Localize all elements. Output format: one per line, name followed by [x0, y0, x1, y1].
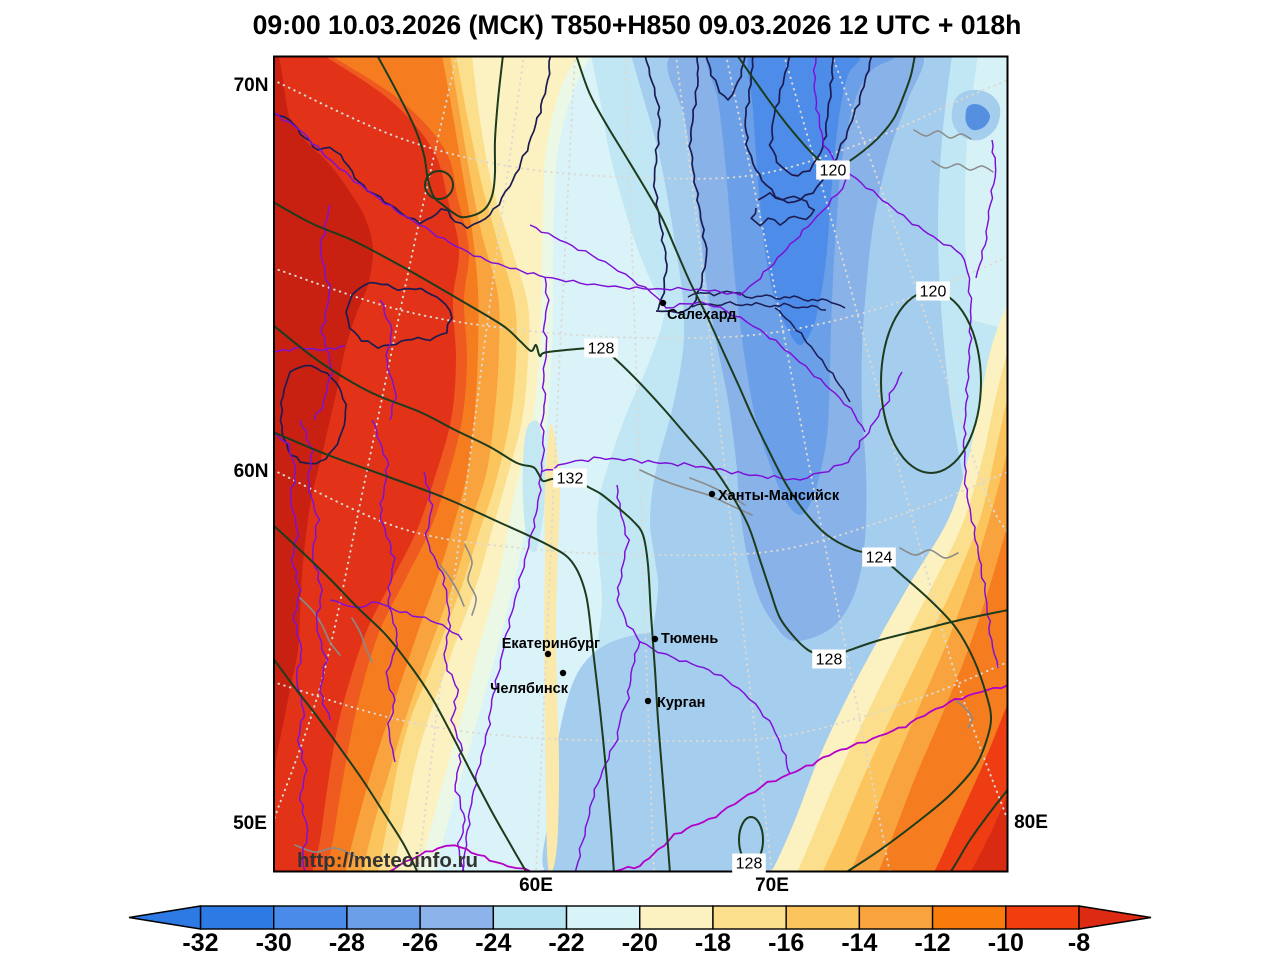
svg-text:Тюмень: Тюмень	[661, 631, 718, 647]
svg-text:132: 132	[557, 471, 584, 488]
svg-text:09:00 10.03.2026 (МСК) T850+H8: 09:00 10.03.2026 (МСК) T850+H850 09.03.2…	[253, 10, 1022, 40]
svg-text:Ханты-Мансийск: Ханты-Мансийск	[718, 488, 840, 504]
svg-text:Салехард: Салехард	[667, 307, 736, 323]
svg-text:-10: -10	[988, 929, 1024, 957]
svg-text:-30: -30	[256, 929, 292, 957]
svg-text:-8: -8	[1068, 929, 1090, 957]
svg-text:120: 120	[920, 284, 947, 301]
svg-text:128: 128	[816, 652, 843, 669]
svg-text:-24: -24	[475, 929, 511, 957]
svg-text:-32: -32	[182, 929, 218, 957]
svg-text:70N: 70N	[234, 75, 269, 96]
svg-text:-14: -14	[841, 929, 877, 957]
svg-text:-12: -12	[915, 929, 951, 957]
svg-text:128: 128	[588, 341, 615, 358]
svg-text:128: 128	[736, 856, 763, 873]
svg-text:-20: -20	[622, 929, 658, 957]
svg-text:-18: -18	[695, 929, 731, 957]
svg-text:70E: 70E	[755, 875, 789, 896]
svg-text:-22: -22	[548, 929, 584, 957]
svg-text:Челябинск: Челябинск	[490, 681, 569, 697]
svg-text:-16: -16	[768, 929, 804, 957]
svg-text:-26: -26	[402, 929, 438, 957]
svg-text:-28: -28	[329, 929, 365, 957]
svg-text:Курган: Курган	[657, 695, 705, 711]
svg-text:124: 124	[866, 550, 893, 567]
svg-text:120: 120	[820, 163, 847, 180]
svg-text:60N: 60N	[234, 461, 269, 482]
svg-text:60E: 60E	[519, 875, 553, 896]
svg-text:Екатеринбург: Екатеринбург	[502, 636, 600, 652]
svg-text:80E: 80E	[1014, 812, 1048, 833]
svg-text:50E: 50E	[233, 813, 267, 834]
svg-text:http://meteoinfo.ru: http://meteoinfo.ru	[297, 849, 478, 872]
